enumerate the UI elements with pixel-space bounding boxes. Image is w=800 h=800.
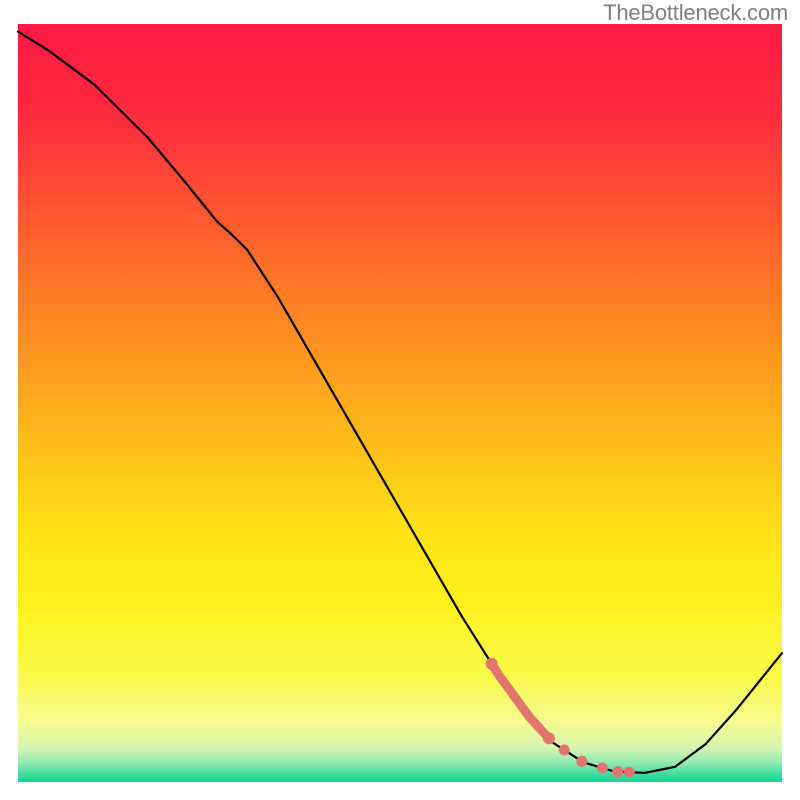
gradient-background [18,24,782,782]
chart-svg [0,0,800,800]
highlight-dot [624,767,635,778]
highlight-cap [486,658,498,670]
chart-container: TheBottleneck.com [0,0,800,800]
highlight-dot [559,744,570,755]
watermark-text: TheBottleneck.com [603,0,788,26]
highlight-dot [576,756,587,767]
highlight-dot [612,766,623,777]
highlight-dot [597,762,608,773]
highlight-cap [543,732,555,744]
